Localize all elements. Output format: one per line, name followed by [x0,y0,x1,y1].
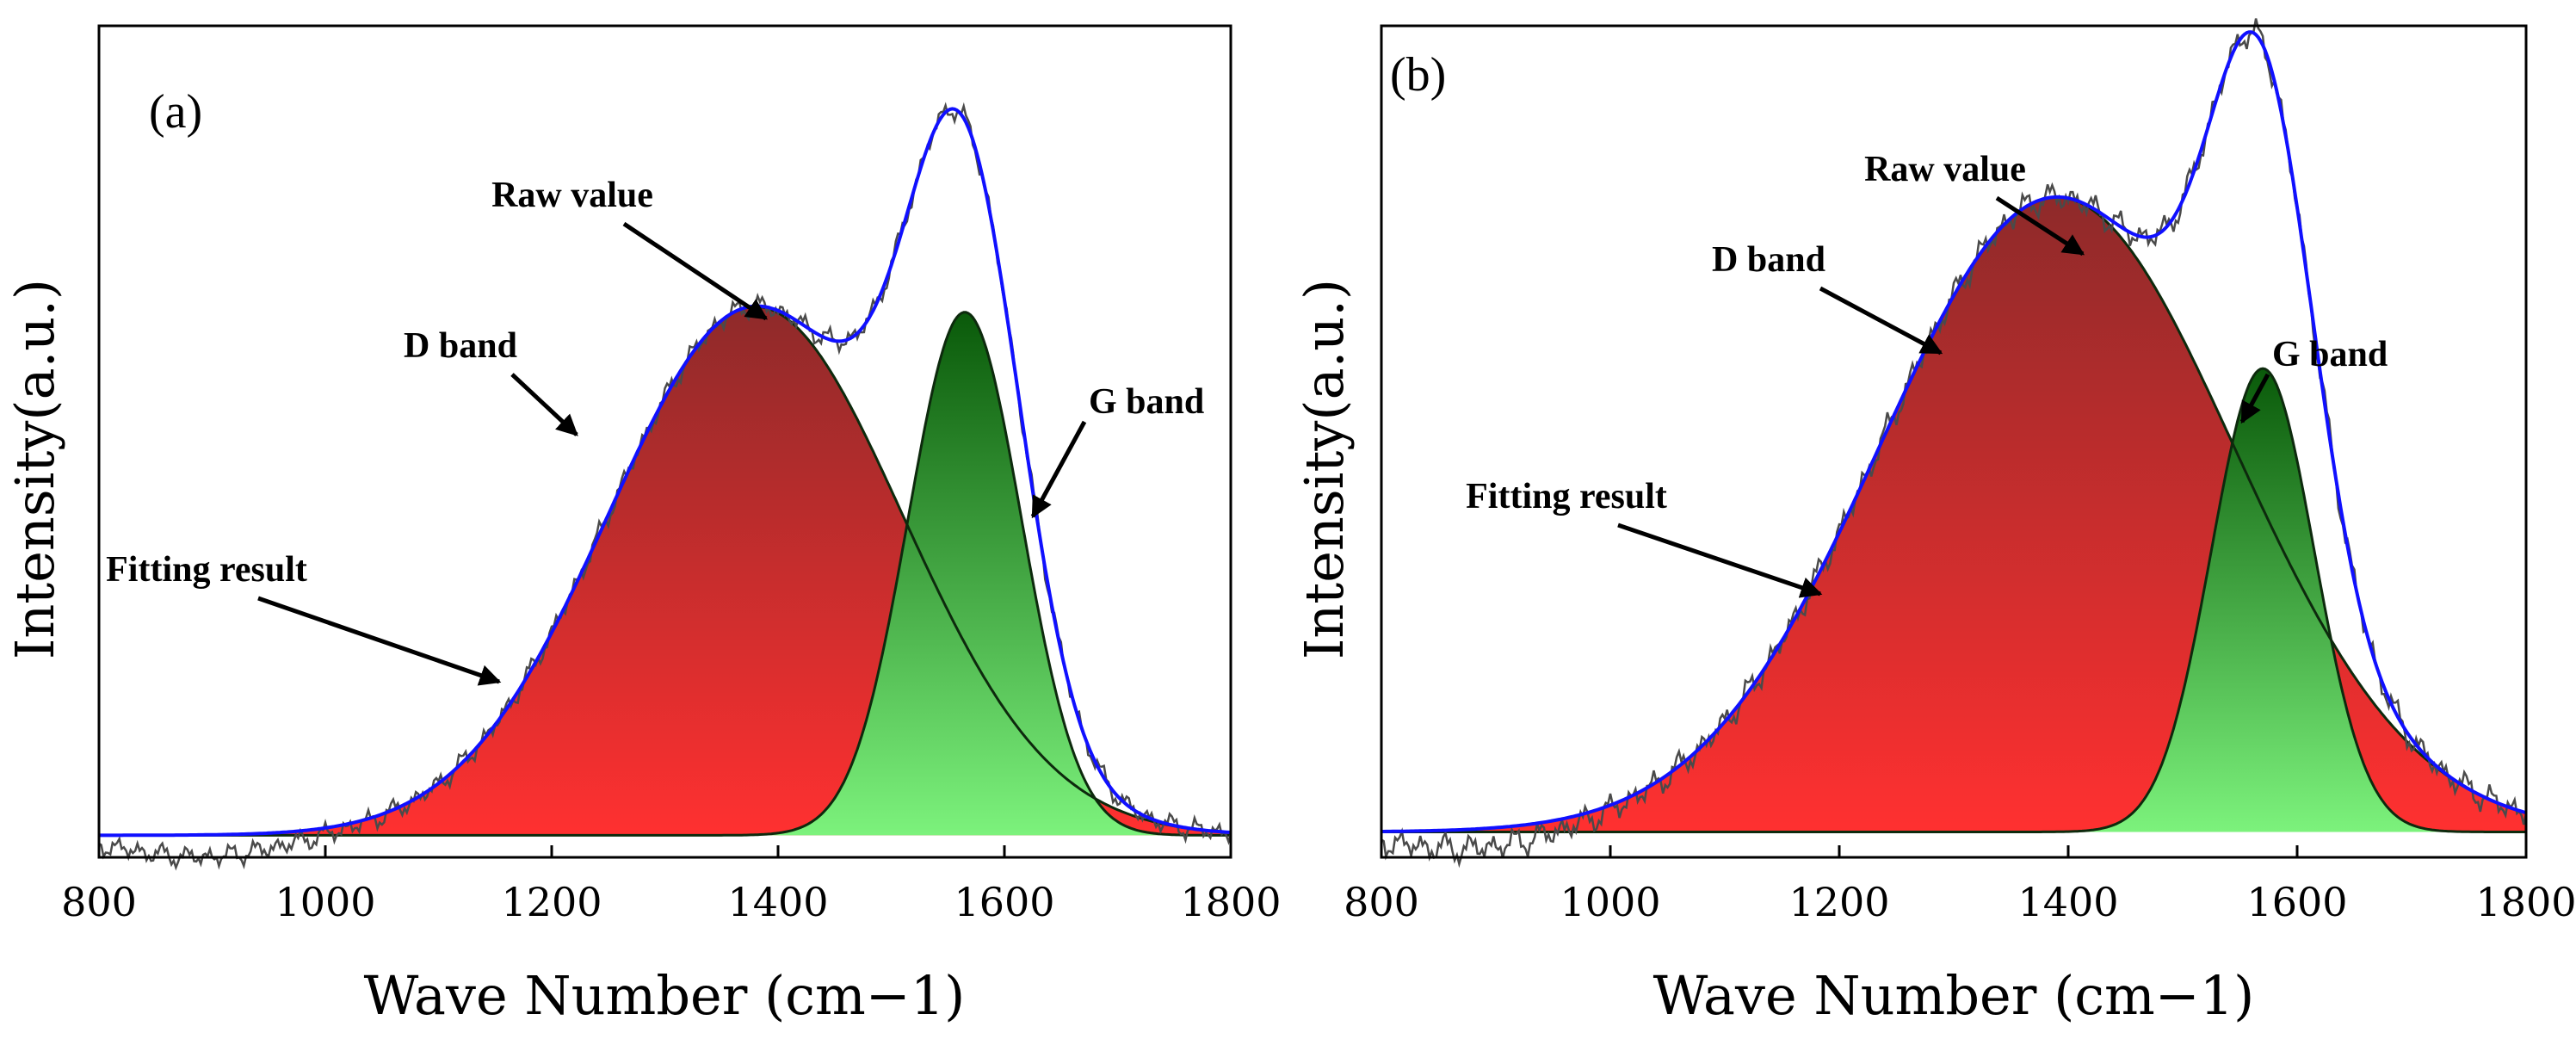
panel-a-annotation-raw-value: Raw value [491,176,653,215]
panel-b-x-tick-label: 1400 [2017,879,2118,925]
panel-a-x-tick-label: 800 [61,879,137,925]
panel-b-x-tick-label: 1800 [2475,879,2576,925]
panel-b: Intensity(a.u.) 800 1000 1200 1400 1600 1800 … [1293,18,2576,1027]
panel-a-label: (a) [149,85,202,139]
panel-a-x-tick-label: 1600 [954,879,1054,925]
panel-b-g-band-area [1381,368,2526,832]
panel-a-plot-area: 800 1000 1200 1400 1600 1800 Raw value D band G… [61,24,1282,925]
panel-b-x-tick-label: 1600 [2246,879,2347,925]
panel-b-label: (b) [1390,48,1446,102]
panel-b-annotations: Raw value D band G band Fitting result [1466,150,2388,598]
panel-b-frame [1380,24,2528,859]
panel-a: Intensity(a.u.) 800 1000 1200 1400 1600 1800 … [3,24,1282,1027]
panel-b-fitting-result-line [1381,30,2527,833]
panel-a-arrow-raw-value [622,221,769,321]
panel-a-arrow-fitting-result [257,596,502,686]
panel-b-annotation-g-band: G band [2272,335,2388,374]
panel-b-x-tick-label: 1000 [1560,879,1660,925]
panel-b-arrow-d-band [1819,286,1943,356]
panel-b-arrow-fitting-result [1617,522,1823,598]
panel-b-plot-area: 800 1000 1200 1400 1600 1800 Raw value D band G… [1344,18,2576,925]
panel-a-annotations: Raw value D band G band Fitting result [106,176,1204,686]
panel-b-x-ticks: 800 1000 1200 1400 1600 1800 [1344,845,2576,925]
panel-a-x-tick-label: 1800 [1180,879,1281,925]
panel-b-y-axis-title: Intensity(a.u.) [1293,279,1356,659]
panel-a-fitting-result-line [99,107,1232,838]
panel-a-x-tick-label: 1000 [275,879,375,925]
panel-b-annotation-d-band: D band [1712,240,1825,280]
panel-a-g-band-area [99,312,1231,836]
panel-b-x-tick-label: 800 [1344,879,1419,925]
panel-a-annotation-g-band: G band [1089,382,1204,422]
panel-a-x-ticks: 800 1000 1200 1400 1600 1800 [61,845,1282,925]
panel-a-x-tick-label: 1400 [727,879,828,925]
panel-b-annotation-fitting-result: Fitting result [1466,477,1667,516]
panel-a-y-axis-title: Intensity(a.u.) [3,279,66,659]
panel-b-arrow-raw-value [1995,195,2085,257]
panel-b-x-axis-title: Wave Number (cm−1) [1653,964,2255,1027]
panel-a-frame [97,24,1232,859]
panel-a-annotation-d-band: D band [404,326,517,366]
panel-a-annotation-fitting-result: Fitting result [106,550,307,590]
panel-b-arrow-g-band [2239,373,2270,424]
panel-a-x-tick-label: 1200 [501,879,602,925]
panel-b-x-tick-label: 1200 [1788,879,1889,925]
panel-b-annotation-raw-value: Raw value [1864,150,2026,189]
panel-a-x-axis-title: Wave Number (cm−1) [364,964,966,1027]
panel-a-arrow-d-band [510,373,578,436]
panel-a-arrow-g-band [1030,420,1087,519]
panel-a-g-band-edge [99,311,1231,837]
